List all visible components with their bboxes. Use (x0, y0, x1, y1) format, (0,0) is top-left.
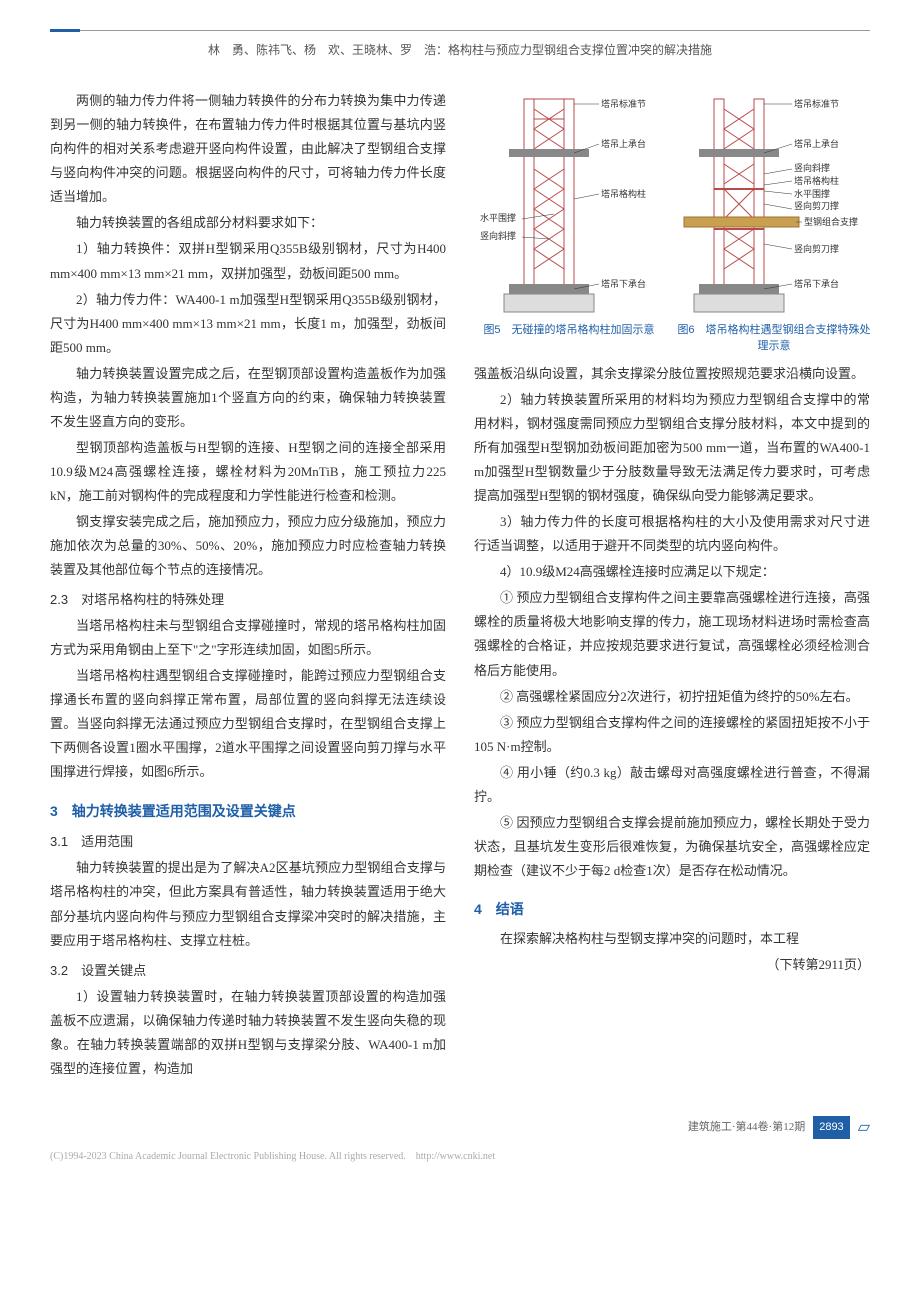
paragraph: 当塔吊格构柱遇型钢组合支撑碰撞时，能跨过预应力型钢组合支撑通长布置的竖向斜撑正常… (50, 664, 446, 784)
header-accent (50, 29, 80, 32)
left-column: 两侧的轴力传力件将一侧轴力转换件的分布力转换为集中力传递到另一侧的轴力转换件，在… (50, 89, 446, 1083)
label-h-brace: 水平围撑 (480, 212, 516, 223)
label-steel-support: 型钢组合支撑 (804, 216, 858, 227)
section-heading: 3 轴力转换装置适用范围及设置关键点 (50, 799, 446, 825)
figure-6-caption: 图6 塔吊格构柱遇型钢组合支撑特殊处理示意 (674, 323, 874, 354)
label-std-section: 塔吊标准节 (601, 98, 646, 109)
paragraph: ④ 用小锤（约0.3 kg）敲击螺母对高强度螺栓进行普查，不得漏拧。 (474, 761, 870, 809)
page-number: 2893 (813, 1116, 849, 1138)
paragraph: ⑤ 因预应力型钢组合支撑会提前施加预应力，螺栓长期处于受力状态，且基坑发生变形后… (474, 811, 870, 883)
header-rule (50, 30, 870, 31)
label-v-scissor2: 竖向剪刀撑 (794, 243, 839, 254)
paragraph: 强盖板沿纵向设置，其余支撑梁分肢位置按照规范要求沿横向设置。 (474, 362, 870, 386)
label-v-brace: 竖向斜撑 (480, 230, 516, 241)
two-column-layout: 两侧的轴力传力件将一侧轴力转换件的分布力转换为集中力传递到另一侧的轴力转换件，在… (50, 89, 870, 1083)
label-lattice-col: 塔吊格构柱 (601, 188, 646, 199)
paragraph: 两侧的轴力传力件将一侧轴力转换件的分布力转换为集中力传递到另一侧的轴力转换件，在… (50, 89, 446, 209)
paragraph: 在探索解决格构柱与型钢支撑冲突的问题时，本工程 (474, 927, 870, 951)
footer-right: 建筑施工·第44卷·第12期 2893 ▱ (688, 1113, 870, 1143)
figure-6: 塔吊标准节 塔吊上承台 竖向斜撑 塔吊格构柱 水平围撑 竖向剪刀撑 型钢组合支撑… (674, 89, 874, 354)
paragraph: 2）轴力传力件：WA400-1 m加强型H型钢采用Q355B级别钢材，尺寸为H4… (50, 288, 446, 360)
paragraph: 轴力转换装置的提出是为了解决A2区基坑预应力型钢组合支撑与塔吊格构柱的冲突，但此… (50, 856, 446, 952)
continued-note: （下转第2911页） (474, 953, 870, 977)
label-lower-platform: 塔吊下承台 (794, 278, 839, 289)
label-h-brace: 水平围撑 (794, 188, 830, 199)
page-footer: 建筑施工·第44卷·第12期 2893 ▱ (50, 1113, 870, 1143)
label-upper-platform: 塔吊上承台 (601, 138, 646, 149)
paragraph: 1）轴力转换件：双拼H型钢采用Q355B级别钢材，尺寸为H400 mm×400 … (50, 237, 446, 285)
figure-5-svg: 塔吊标准节 塔吊上承台 塔吊格构柱 水平围撑 竖向斜撑 塔吊下承台 (474, 89, 664, 319)
running-head: 林 勇、陈祎飞、杨 欢、王晓林、罗 浩：格构柱与预应力型钢组合支撑位置冲突的解决… (50, 35, 870, 61)
paragraph: 当塔吊格构柱未与型钢组合支撑碰撞时，常规的塔吊格构柱加固方式为采用角钢由上至下"… (50, 614, 446, 662)
label-std-section: 塔吊标准节 (794, 98, 839, 109)
journal-info: 建筑施工·第44卷·第12期 (688, 1117, 805, 1137)
label-upper-platform: 塔吊上承台 (794, 138, 839, 149)
label-v-brace: 竖向斜撑 (794, 162, 830, 173)
section-heading: 4 结语 (474, 897, 870, 923)
right-column: 塔吊标准节 塔吊上承台 塔吊格构柱 水平围撑 竖向斜撑 塔吊下承台 图5 无碰撞… (474, 89, 870, 1083)
paragraph: ① 预应力型钢组合支撑构件之间主要靠高强螺栓进行连接，高强螺栓的质量将极大地影响… (474, 586, 870, 682)
paragraph: 2）轴力转换装置所采用的材料均为预应力型钢组合支撑中的常用材料，钢材强度需同预应… (474, 388, 870, 508)
subsection-heading: 3.2 设置关键点 (50, 959, 446, 983)
figure-5: 塔吊标准节 塔吊上承台 塔吊格构柱 水平围撑 竖向斜撑 塔吊下承台 图5 无碰撞… (474, 89, 664, 354)
label-lattice-col: 塔吊格构柱 (794, 175, 839, 186)
paragraph: 型钢顶部构造盖板与H型钢的连接、H型钢之间的连接全部采用10.9级M24高强螺栓… (50, 436, 446, 508)
figure-5-caption: 图5 无碰撞的塔吊格构柱加固示意 (474, 323, 664, 338)
paragraph: 轴力转换装置的各组成部分材料要求如下： (50, 211, 446, 235)
figures-row: 塔吊标准节 塔吊上承台 塔吊格构柱 水平围撑 竖向斜撑 塔吊下承台 图5 无碰撞… (474, 89, 870, 354)
figure-6-svg: 塔吊标准节 塔吊上承台 竖向斜撑 塔吊格构柱 水平围撑 竖向剪刀撑 型钢组合支撑… (674, 89, 874, 319)
paragraph: 1）设置轴力转换装置时，在轴力转换装置顶部设置的构造加强盖板不应遗漏，以确保轴力… (50, 985, 446, 1081)
subsection-heading: 3.1 适用范围 (50, 830, 446, 854)
paragraph: 4）10.9级M24高强螺栓连接时应满足以下规定： (474, 560, 870, 584)
subsection-heading: 2.3 对塔吊格构柱的特殊处理 (50, 588, 446, 612)
label-lower-platform: 塔吊下承台 (601, 278, 646, 289)
paragraph: 3）轴力传力件的长度可根据格构柱的大小及使用需求对尺寸进行适当调整，以适用于避开… (474, 510, 870, 558)
paragraph: ③ 预应力型钢组合支撑构件之间的连接螺栓的紧固扭矩按不小于105 N·m控制。 (474, 711, 870, 759)
paragraph: ② 高强螺栓紧固应分2次进行，初拧扭矩值为终拧的50%左右。 (474, 685, 870, 709)
copyright-line: (C)1994-2023 China Academic Journal Elec… (50, 1148, 870, 1167)
arrow-icon: ▱ (858, 1113, 870, 1143)
label-v-scissor: 竖向剪刀撑 (794, 200, 839, 211)
paragraph: 轴力转换装置设置完成之后，在型钢顶部设置构造盖板作为加强构造，为轴力转换装置施加… (50, 362, 446, 434)
paragraph: 钢支撑安装完成之后，施加预应力，预应力应分级施加，预应力施加依次为总量的30%、… (50, 510, 446, 582)
